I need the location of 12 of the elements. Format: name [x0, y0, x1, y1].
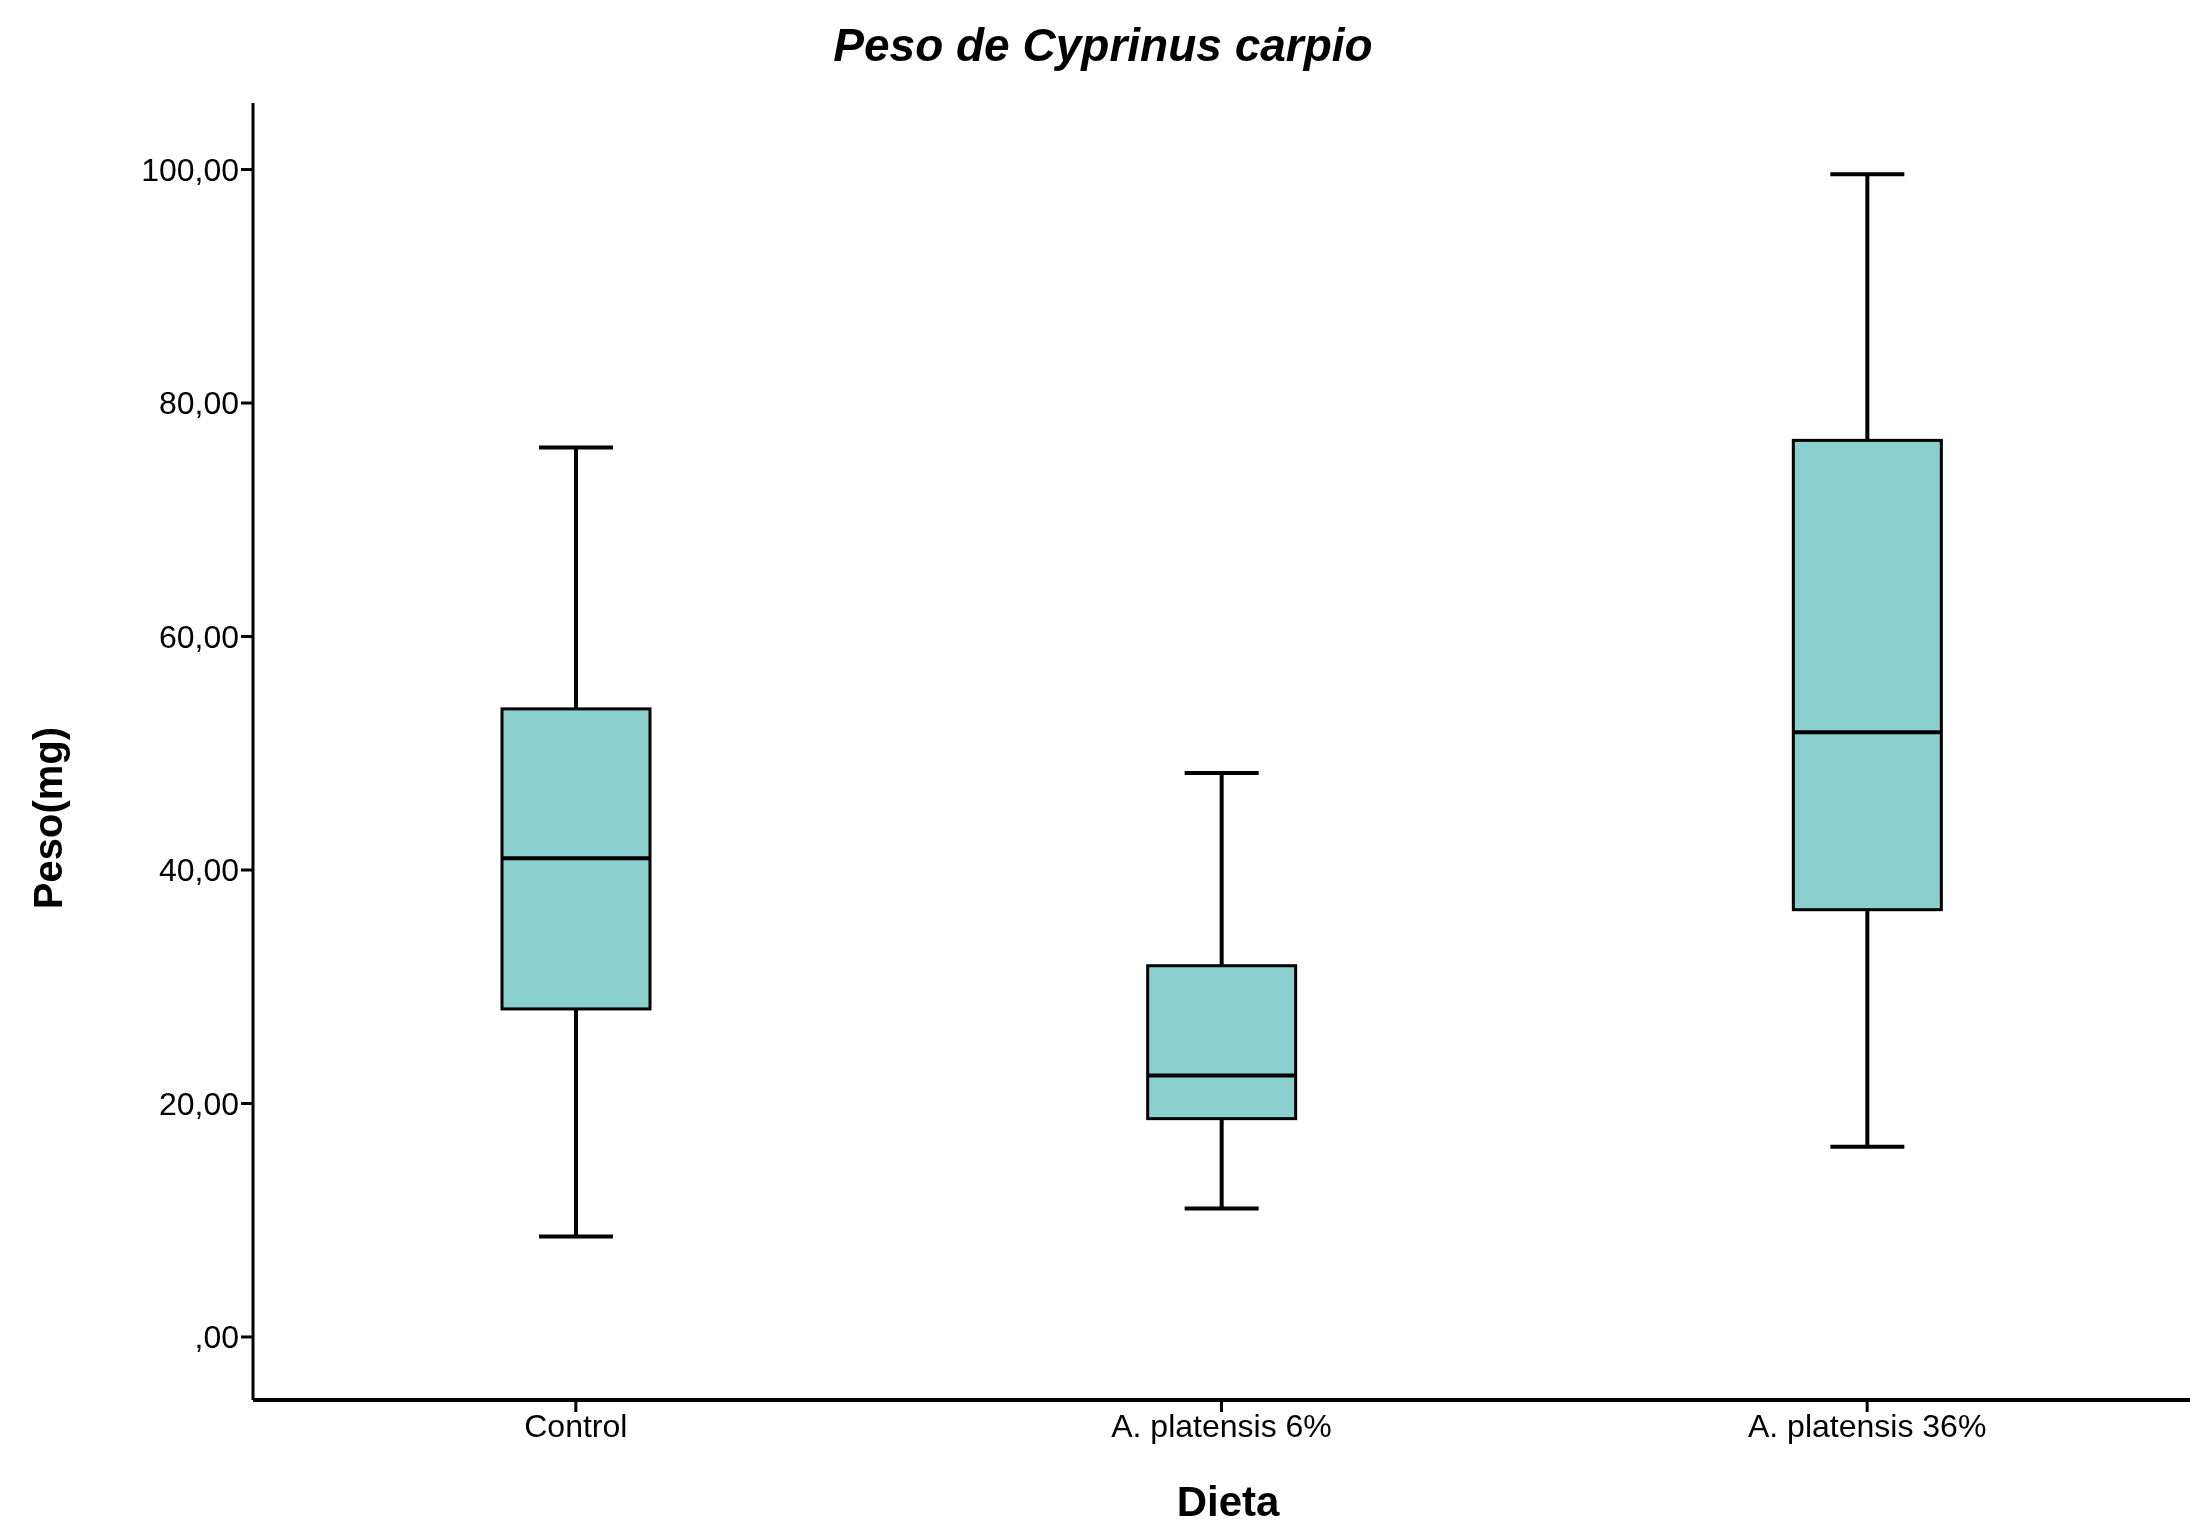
chart-title: Peso de Cyprinus carpio — [832, 18, 1374, 72]
y-tick-label: 40,00 — [158, 852, 239, 889]
y-axis-title: Peso(mg) — [25, 726, 71, 910]
x-tick-label: Control — [524, 1407, 628, 1444]
y-tick-label: 100,00 — [141, 151, 239, 188]
y-tick-label: 80,00 — [158, 385, 239, 422]
y-tick-label: ,00 — [194, 1319, 239, 1356]
y-tick-label: 60,00 — [158, 618, 239, 655]
y-tick-label: 20,00 — [158, 1085, 239, 1122]
x-tick-label: A. platensis 6% — [1111, 1407, 1332, 1444]
x-axis-title: Dieta — [1175, 1478, 1281, 1526]
x-tick-label: A. platensis 36% — [1747, 1407, 1987, 1444]
